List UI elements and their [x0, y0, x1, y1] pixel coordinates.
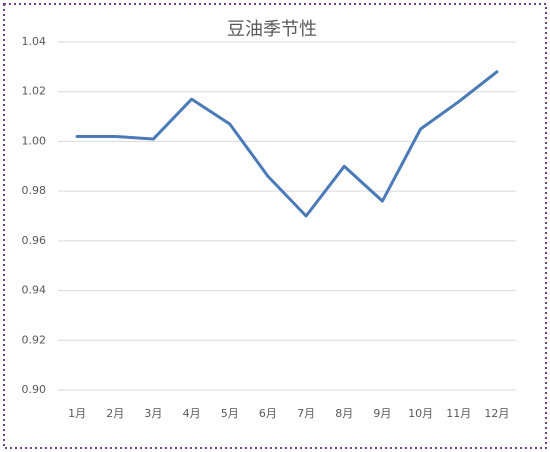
x-tick-label: 9月: [373, 407, 391, 420]
y-tick-label: 0.96: [22, 234, 47, 247]
x-tick-label: 1月: [68, 407, 86, 420]
frame: [3, 3, 547, 449]
x-tick-label: 11月: [446, 407, 471, 420]
x-tick-label: 5月: [221, 407, 239, 420]
x-tick-label: 12月: [484, 407, 509, 420]
x-tick-label: 3月: [144, 407, 162, 420]
chart-title: 豆油季节性: [227, 19, 317, 40]
x-tick-label: 4月: [183, 407, 201, 420]
y-tick-label: 1.02: [22, 85, 47, 98]
y-tick-label: 1.00: [22, 134, 47, 147]
line-series: [75, 70, 499, 218]
x-tick-label: 10月: [408, 407, 433, 420]
x-tick-label: 6月: [259, 407, 277, 420]
y-tick-label: 1.04: [22, 35, 47, 48]
x-tick-label: 8月: [335, 407, 353, 420]
y-tick-label: 0.92: [22, 333, 47, 346]
y-tick-label: 0.98: [22, 184, 47, 197]
y-tick-label: 0.90: [22, 383, 47, 396]
x-tick-label: 7月: [297, 407, 315, 420]
y-tick-label: 0.94: [22, 284, 47, 297]
x-tick-label: 2月: [106, 407, 124, 420]
